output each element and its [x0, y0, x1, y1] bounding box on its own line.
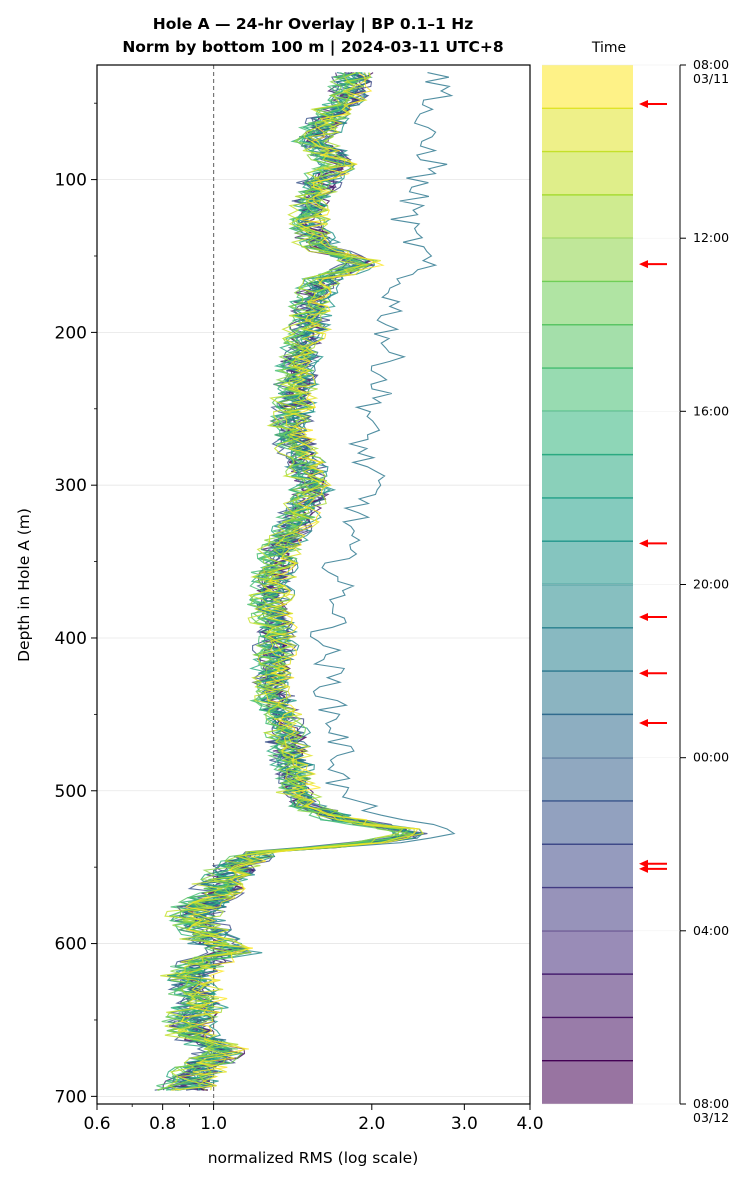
colorbar-band [542, 281, 633, 325]
series-line-22 [160, 72, 404, 1091]
colorbar-band [542, 1017, 633, 1061]
series-line-24 [171, 72, 420, 1091]
colorbar-band [542, 671, 633, 715]
event-arrow [639, 539, 667, 548]
y-tick-label: 400 [55, 629, 87, 649]
colorbar-band [542, 108, 633, 152]
colorbar-band [542, 194, 633, 239]
series-line-21 [180, 72, 415, 1091]
colorbar-tick-label: 12:00 [693, 230, 729, 245]
colorbar-band [542, 800, 633, 845]
event-arrow [639, 669, 667, 678]
colorbar-tick-label: 16:00 [693, 403, 729, 418]
event-arrow [639, 719, 667, 728]
colorbar-band [542, 151, 633, 195]
colorbar-tick-label: 08:00 [693, 57, 729, 72]
colorbar-band [542, 368, 633, 412]
y-tick-label: 500 [55, 782, 87, 802]
colorbar-band [542, 238, 633, 282]
y-tick-label: 200 [55, 323, 87, 343]
colorbar-title: Time [591, 40, 626, 56]
time-colorbar: 08:0003/1112:0016:0020:0000:0004:0008:00… [542, 57, 729, 1125]
colorbar-band [542, 627, 633, 672]
series-line-23 [175, 72, 425, 1091]
colorbar-band [542, 714, 633, 758]
colorbar-band [542, 757, 633, 801]
grid-lines [97, 65, 530, 1104]
x-tick-label: 0.6 [83, 1114, 110, 1134]
colorbar-date-label: 03/12 [693, 1110, 729, 1125]
event-arrow [639, 260, 667, 269]
colorbar-band [542, 584, 633, 628]
colorbar-band [542, 497, 633, 542]
y-tick-label: 600 [55, 935, 87, 955]
series-lines [154, 71, 456, 1091]
colorbar-tick-label: 08:00 [693, 1096, 729, 1111]
y-tick-label: 300 [55, 476, 87, 496]
colorbar-band [542, 454, 633, 498]
colorbar-date-label: 03/11 [693, 71, 729, 86]
chart-title-line2: Norm by bottom 100 m | 2024-03-11 UTC+8 [122, 38, 503, 57]
series-line-20 [156, 72, 413, 1091]
event-arrow [639, 859, 667, 868]
x-tick-label: 1.0 [200, 1114, 227, 1134]
plot-axes: 100 200 300 400 500 600 700 0.6 0.8 1.0 2.0 3.0 4.0 [55, 64, 544, 1134]
y-axis-label: Depth in Hole A (m) [15, 508, 33, 662]
colorbar-tick-label: 00:00 [693, 750, 729, 765]
colorbar-band [542, 930, 633, 975]
colorbar-band [542, 974, 633, 1018]
x-axis-label: normalized RMS (log scale) [208, 1149, 419, 1167]
y-tick-label: 700 [55, 1087, 87, 1107]
event-arrow [639, 612, 667, 621]
colorbar-band [542, 1060, 633, 1104]
event-arrow [639, 864, 667, 873]
colorbar-tick-label: 20:00 [693, 577, 729, 592]
colorbar-band [542, 887, 633, 931]
plot-frame [96, 64, 531, 1105]
x-tick-label: 4.0 [516, 1114, 543, 1134]
colorbar-band [542, 541, 633, 585]
x-tick-label: 2.0 [358, 1114, 385, 1134]
colorbar-band [542, 411, 633, 455]
x-tick-label: 3.0 [451, 1114, 478, 1134]
colorbar-band [542, 324, 633, 369]
y-tick-label: 100 [55, 171, 87, 191]
event-arrow [639, 99, 667, 108]
colorbar-tick-label: 04:00 [693, 923, 729, 938]
colorbar-band [542, 844, 633, 888]
colorbar-band [542, 65, 633, 109]
chart-title-line1: Hole A — 24-hr Overlay | BP 0.1–1 Hz [153, 15, 473, 34]
x-tick-label: 0.8 [149, 1114, 176, 1134]
